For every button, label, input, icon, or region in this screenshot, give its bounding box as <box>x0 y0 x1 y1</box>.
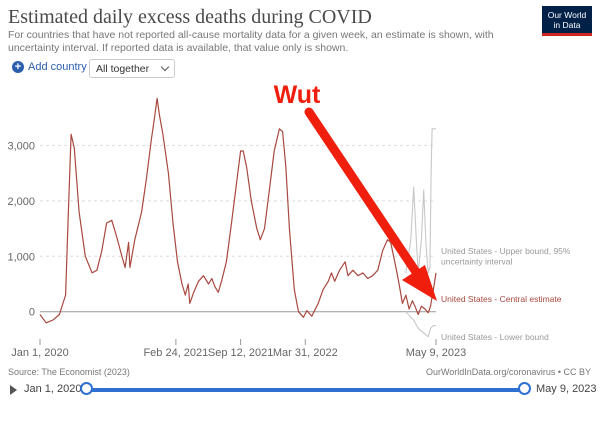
y-tick-label: 1,000 <box>7 251 35 263</box>
x-tick-label: Jan 1, 2020 <box>11 347 69 359</box>
y-tick-label: 0 <box>29 307 35 319</box>
chart-subtitle: For countries that have not reported all… <box>8 29 494 54</box>
credit-link[interactable]: OurWorldInData.org/coronavirus • CC BY <box>425 367 591 377</box>
x-tick-label: Mar 31, 2022 <box>273 347 338 359</box>
x-tick-label: May 9, 2023 <box>406 347 467 359</box>
logo-line-1: Our World <box>547 10 587 20</box>
timeline-end-handle[interactable] <box>518 382 531 395</box>
owid-logo[interactable]: Our World in Data <box>542 6 592 36</box>
chart-title: Estimated daily excess deaths during COV… <box>8 6 372 28</box>
annotation-text: Wut <box>274 81 321 109</box>
annotation-arrow-shaft <box>304 107 429 289</box>
x-tick-label: Sep 12, 2021 <box>208 347 273 359</box>
y-tick-label: 3,000 <box>7 140 35 152</box>
timeline-start-handle[interactable] <box>80 382 93 395</box>
series-line-bound <box>405 311 436 338</box>
timeline-end-label: May 9, 2023 <box>536 383 597 395</box>
logo-line-2: in Data <box>553 20 581 30</box>
timeline-track[interactable] <box>86 388 525 392</box>
source-text[interactable]: Source: The Economist (2023) <box>8 367 130 377</box>
series-label-lower: United States - Lower bound <box>441 332 549 342</box>
series-line-central <box>39 97 437 324</box>
play-icon[interactable] <box>10 385 17 395</box>
display-mode-dropdown[interactable]: All together <box>89 59 175 78</box>
x-tick-label: Feb 24, 2021 <box>143 347 208 359</box>
dropdown-value: All together <box>96 62 150 75</box>
add-country-label: Add country <box>28 61 87 73</box>
series-label-upper: United States - Upper bound, 95% uncertai… <box>441 246 571 267</box>
series-label-central: United States - Central estimate <box>441 294 562 304</box>
series-line-bound <box>405 128 436 274</box>
add-country-button[interactable]: + Add country <box>12 61 87 73</box>
timeline-start-label: Jan 1, 2020 <box>24 383 82 395</box>
y-tick-label: 2,000 <box>7 196 35 208</box>
plus-icon: + <box>12 61 24 73</box>
annotation-arrow-head <box>402 265 437 301</box>
